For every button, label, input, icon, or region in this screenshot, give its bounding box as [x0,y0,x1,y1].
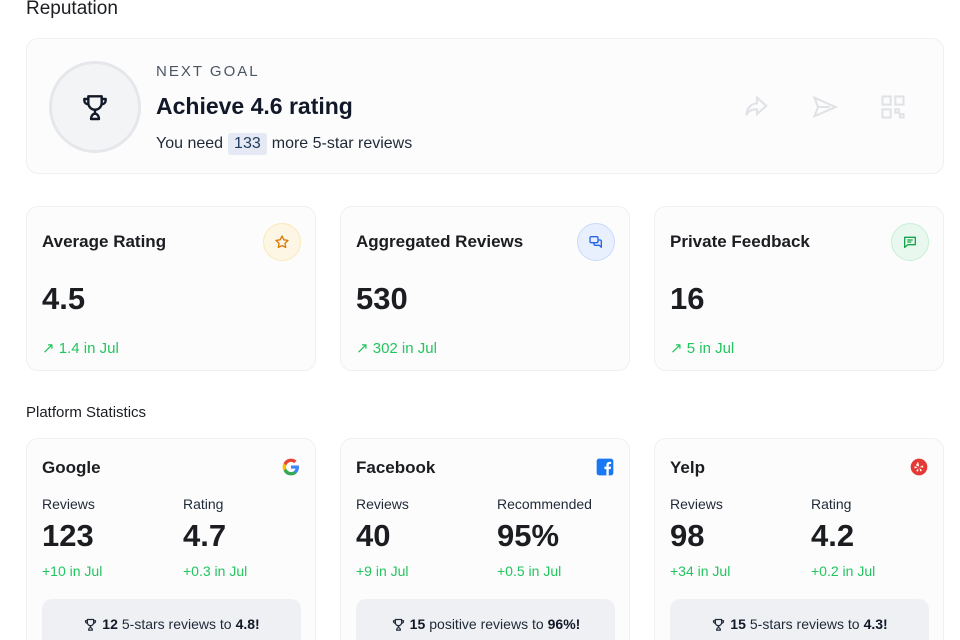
message-icon [891,223,929,261]
rating-metric: Rating 4.2 +0.2 in Jul [811,496,875,579]
stat-value: 530 [356,281,408,316]
platform-name: Yelp [670,458,705,477]
trophy-icon [713,618,725,631]
goal-title: Achieve 4.6 rating [156,93,353,119]
goal-banner: 15 positive reviews to 96%! [356,599,615,640]
stat-value: 4.5 [42,281,86,316]
platform-name: Facebook [356,458,436,477]
yelp-platform-card: Yelp Reviews 98 +34 in Jul Rating 4.2 +0… [654,438,944,640]
metric-label: Recommended [497,496,592,512]
banner-count: 12 [102,616,118,632]
metric-label: Rating [183,496,224,512]
metric-value: 4.7 [183,518,227,553]
metric-label: Rating [811,496,852,512]
platform-name: Google [42,458,101,477]
aggregated-reviews-card: Aggregated Reviews 530 ↗ 302 in Jul [340,206,630,371]
rating-metric: Rating 4.7 +0.3 in Jul [183,496,247,579]
google-logo-icon [281,457,301,477]
banner-target: 96%! [547,616,581,632]
banner-text: 5-stars reviews to [121,616,232,632]
banner-count: 15 [730,616,746,632]
next-goal-card: NEXT GOAL Achieve 4.6 rating You need 13… [26,38,944,174]
facebook-platform-card: Facebook Reviews 40 +9 in Jul Recommende… [340,438,630,640]
trophy-icon [85,618,97,631]
goal-count-badge: 133 [228,133,267,155]
reviews-metric: Reviews 40 +9 in Jul [356,496,409,579]
stat-trend: ↗ 1.4 in Jul [42,340,119,357]
metric-value: 40 [356,518,391,553]
banner-count: 15 [409,616,426,632]
goal-banner: 12 5-stars reviews to 4.8! [42,599,301,640]
private-feedback-card: Private Feedback 16 ↗ 5 in Jul [654,206,944,371]
metric-label: Reviews [670,496,723,512]
stat-title: Aggregated Reviews [356,232,524,251]
metric-delta: +34 in Jul [670,563,731,579]
metric-value: 123 [42,518,94,553]
page-title: Reputation [26,0,118,19]
metric-delta: +10 in Jul [42,563,103,579]
yelp-logo-icon [909,457,929,477]
stat-value: 16 [670,281,705,316]
google-platform-card: Google Reviews 123 +10 in Jul Rating 4.7… [26,438,316,640]
trophy-icon [392,618,404,631]
banner-target: 4.3! [863,616,888,632]
banner-text: positive reviews to [429,616,544,632]
stat-title: Private Feedback [670,232,810,251]
stat-trend: ↗ 302 in Jul [356,340,437,357]
star-icon [263,223,301,261]
facebook-logo-icon [595,457,615,477]
decorative-icons [743,93,907,121]
chat-bubbles-icon [577,223,615,261]
goal-banner: 15 5-stars reviews to 4.3! [670,599,929,640]
goal-subtitle: You need 133 more 5-star reviews [156,133,412,155]
qr-code-icon [879,93,907,121]
send-icon [811,93,839,121]
stat-trend: ↗ 5 in Jul [670,340,735,357]
banner-target: 4.8! [235,616,260,632]
trophy-icon [49,61,141,153]
stat-title: Average Rating [42,232,167,251]
reviews-metric: Reviews 123 +10 in Jul [42,496,102,579]
metric-value: 95% [497,518,560,553]
goal-label: NEXT GOAL [156,63,260,80]
goal-prefix: You need [156,135,224,152]
banner-text: 5-stars reviews to [749,616,860,632]
goal-suffix: more 5-star reviews [271,135,413,152]
metric-delta: +9 in Jul [356,563,409,579]
metric-delta: +0.5 in Jul [497,563,562,579]
metric-label: Reviews [42,496,95,512]
metric-delta: +0.3 in Jul [183,563,248,579]
average-rating-card: Average Rating 4.5 ↗ 1.4 in Jul [26,206,316,371]
share-icon [743,93,771,121]
metric-label: Reviews [356,496,409,512]
metric-value: 98 [670,518,705,553]
metric-value: 4.2 [811,518,855,553]
reviews-metric: Reviews 98 +34 in Jul [670,496,730,579]
platform-statistics-heading: Platform Statistics [26,404,147,421]
recommended-metric: Recommended 95% +0.5 in Jul [497,496,592,579]
metric-delta: +0.2 in Jul [811,563,876,579]
